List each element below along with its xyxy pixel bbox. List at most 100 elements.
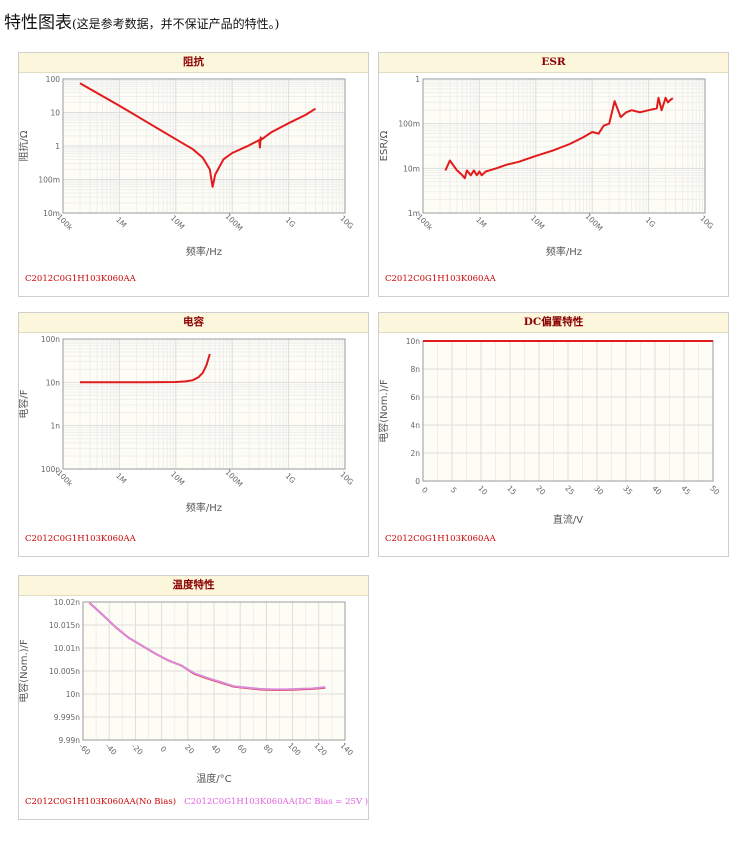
- y-tick-label: 10.005n: [49, 667, 80, 676]
- x-tick-label: 100M: [583, 212, 604, 233]
- y-tick-label: 9.99n: [59, 736, 81, 745]
- chart-title: 阻抗: [19, 53, 368, 73]
- x-axis-label: 频率/Hz: [186, 245, 222, 258]
- series-line-1: [444, 96, 674, 180]
- series-line-2: [88, 602, 326, 691]
- y-tick-label: 8n: [410, 365, 420, 374]
- part-number-label: C2012C0G1H103K060AA: [385, 274, 496, 284]
- temperature-chart: -60 -40 -20 0 20 40 60 80 100 120 1409.99n9.995n10…: [19, 598, 356, 785]
- x-tick-label: 15: [505, 484, 518, 497]
- legend-entry-dc-bias: C2012C0G1H103K060AA(DC Bias = 25V ): [184, 797, 369, 807]
- x-axis-label: 温度/°C: [196, 772, 231, 785]
- y-axis-label: 阻抗/Ω: [19, 130, 30, 161]
- x-tick-label: 45: [679, 484, 692, 497]
- dc-bias-chart-panel: DC偏置特性 0 5 10 15 20 25 30 35 40 45 50 0 2n 4n 6n 8n 10n 直…: [378, 312, 729, 557]
- esr-chart-panel: ESR 100k 1M 10M 100M 1G 10G 1m 10m 100m 1 频率/Hz ESR…: [378, 52, 729, 297]
- x-tick-label: 0: [420, 485, 430, 495]
- x-tick-label: 10M: [169, 469, 187, 487]
- y-tick-label: 100n: [41, 335, 60, 344]
- x-tick-label: 100M: [223, 212, 244, 233]
- series-line-1: [79, 82, 317, 188]
- x-tick-label: 1G: [283, 471, 297, 485]
- y-tick-label: 1: [55, 142, 60, 151]
- series-line-1: [80, 353, 211, 384]
- dc-bias-chart: 0 5 10 15 20 25 30 35 40 45 50 0 2n 4n 6n 8n 10n 直流/V 电容(N…: [379, 337, 721, 526]
- y-tick-label: 10n: [406, 337, 421, 346]
- x-tick-label: 60: [235, 743, 248, 756]
- y-tick-label: 1m: [408, 209, 420, 218]
- x-tick-label: 100M: [223, 468, 244, 489]
- x-tick-label: 1M: [474, 215, 488, 229]
- x-tick-label: 40: [650, 484, 663, 497]
- x-tick-label: 10G: [338, 214, 355, 231]
- x-tick-label: 10: [476, 484, 489, 497]
- y-tick-label: 6n: [410, 393, 420, 402]
- x-tick-label: 140: [339, 741, 356, 758]
- y-tick-label: 1n: [50, 422, 60, 431]
- y-tick-label: 0: [415, 477, 420, 486]
- y-axis-label: 电容(Nom.)/F: [19, 639, 30, 703]
- y-tick-label: 100m: [38, 176, 60, 185]
- y-tick-label: 100m: [398, 120, 420, 129]
- x-tick-label: 1M: [114, 471, 128, 485]
- x-tick-label: 100: [286, 741, 303, 758]
- y-tick-label: 10n: [46, 378, 61, 387]
- x-tick-label: 50: [708, 484, 721, 497]
- y-tick-label: 10n: [66, 690, 81, 699]
- capacitance-chart-panel: 电容 100k 1M 10M 100M 1G 10G 100p 1n 10n 100n 频率/Hz 电…: [18, 312, 369, 557]
- x-tick-label: 30: [592, 484, 605, 497]
- x-tick-label: 10G: [698, 214, 715, 231]
- part-number-label: C2012C0G1H103K060AA: [385, 534, 496, 544]
- y-tick-label: 10.015n: [49, 621, 80, 630]
- legend: C2012C0G1H103K060AA(No Bias) C2012C0G1H1…: [25, 797, 368, 807]
- y-tick-label: 10m: [43, 209, 60, 218]
- x-axis-label: 频率/Hz: [186, 501, 222, 514]
- x-tick-label: -20: [130, 742, 145, 757]
- page-title: 特性图表: [4, 13, 72, 33]
- x-tick-label: 25: [563, 484, 576, 497]
- x-tick-label: -40: [103, 742, 118, 757]
- x-tick-label: 1M: [114, 215, 128, 229]
- page-subtitle: (这是参考数据，并不保证产品的特性。): [72, 17, 280, 31]
- y-axis-label: 电容/F: [19, 389, 30, 418]
- y-tick-label: 9.995n: [54, 713, 80, 722]
- y-tick-label: 1: [415, 75, 420, 84]
- y-axis-label: ESR/Ω: [379, 130, 390, 161]
- chart-title: 温度特性: [19, 576, 368, 596]
- y-tick-label: 10m: [403, 164, 420, 173]
- temperature-chart-panel: 温度特性 -60 -40 -20 0 20 40 60 80 100 120 140 9.99n 9.9…: [18, 575, 369, 820]
- chart-title: ESR: [379, 53, 728, 73]
- legend-entry-no-bias: C2012C0G1H103K060AA(No Bias): [25, 797, 177, 807]
- y-tick-label: 100: [46, 75, 61, 84]
- x-tick-label: 10G: [338, 470, 355, 487]
- x-axis-label: 直流/V: [553, 513, 583, 526]
- y-tick-label: 4n: [410, 421, 420, 430]
- y-tick-label: 10: [50, 109, 60, 118]
- x-axis-label: 频率/Hz: [546, 245, 582, 258]
- part-number-label: C2012C0G1H103K060AA: [25, 274, 136, 284]
- x-tick-label: 5: [449, 485, 459, 495]
- x-tick-label: 1G: [283, 215, 297, 229]
- y-tick-label: 100p: [41, 465, 60, 474]
- plot-border: [62, 338, 346, 470]
- y-tick-label: 10.01n: [54, 644, 80, 653]
- x-tick-label: 1G: [643, 215, 657, 229]
- x-tick-label: 20: [534, 484, 547, 497]
- x-tick-label: 0: [158, 744, 168, 754]
- x-tick-label: 80: [262, 743, 275, 756]
- x-tick-label: 35: [621, 484, 634, 497]
- x-tick-label: 40: [209, 743, 222, 756]
- page-heading: 特性图表(这是参考数据，并不保证产品的特性。): [4, 8, 279, 33]
- plot-border: [62, 78, 346, 214]
- x-tick-label: 10M: [529, 213, 547, 231]
- y-tick-label: 2n: [410, 449, 420, 458]
- part-number-label: C2012C0G1H103K060AA: [25, 534, 136, 544]
- x-tick-label: 120: [312, 741, 329, 758]
- y-tick-label: 10.02n: [54, 598, 80, 607]
- plot-border: [82, 601, 346, 741]
- chart-title: 电容: [19, 313, 368, 333]
- x-tick-label: 10M: [169, 213, 187, 231]
